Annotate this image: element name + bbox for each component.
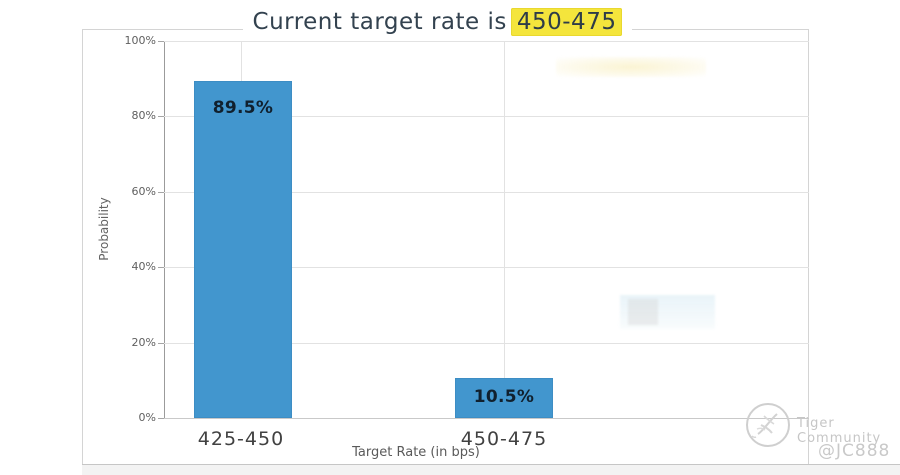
y-tick-label: 100% <box>124 34 156 47</box>
chart-title-highlight: 450-475 <box>510 8 623 36</box>
watermark-community-name: Tiger Community <box>797 416 882 446</box>
y-tick-mark <box>158 418 164 419</box>
y-tick-label: 40% <box>131 260 156 273</box>
chart-title: Current target rate is 450-475 <box>83 8 792 36</box>
gridline-vertical <box>504 41 505 418</box>
y-tick-mark <box>158 116 164 117</box>
y-axis-line <box>164 41 165 418</box>
y-tick-mark <box>158 192 164 193</box>
y-tick-label: 20% <box>131 336 156 349</box>
gridline-horizontal <box>164 267 809 268</box>
tiger-community-logo-icon <box>746 403 790 447</box>
y-tick-mark <box>158 41 164 42</box>
bar-450-475[interactable]: 10.5% <box>455 378 553 418</box>
watermark-user-handle: @JC888 <box>818 441 891 461</box>
ghost-artifact <box>620 295 715 329</box>
y-axis-title: Probability <box>97 197 111 261</box>
gridline-horizontal <box>164 418 809 419</box>
chart-title-text: Current target rate is 450-475 <box>242 8 633 36</box>
ghost-artifact <box>628 299 658 325</box>
bar-value-label: 10.5% <box>473 387 535 407</box>
gridline-horizontal <box>164 343 809 344</box>
chart-card: Current target rate is 450-475 89.5% 10.5… <box>82 8 809 465</box>
gridline-horizontal <box>164 192 809 193</box>
x-category-label: 425-450 <box>197 428 285 450</box>
x-category-label: 450-475 <box>460 428 548 450</box>
y-tick-label: 60% <box>131 185 156 198</box>
ghost-artifact <box>556 57 706 77</box>
gridline-horizontal <box>164 116 809 117</box>
y-tick-label: 80% <box>131 109 156 122</box>
y-tick-mark <box>158 343 164 344</box>
y-tick-label: 0% <box>138 411 156 424</box>
y-tick-mark <box>158 267 164 268</box>
x-axis-title: Target Rate (in bps) <box>352 445 480 460</box>
bar-value-label: 89.5% <box>212 98 274 118</box>
chart-title-prefix: Current target rate is <box>252 9 507 35</box>
plot-area: 89.5% 10.5% <box>164 41 809 419</box>
bar-425-450[interactable]: 89.5% <box>194 81 292 418</box>
gridline-horizontal <box>164 41 809 42</box>
bottom-strip <box>82 464 900 475</box>
